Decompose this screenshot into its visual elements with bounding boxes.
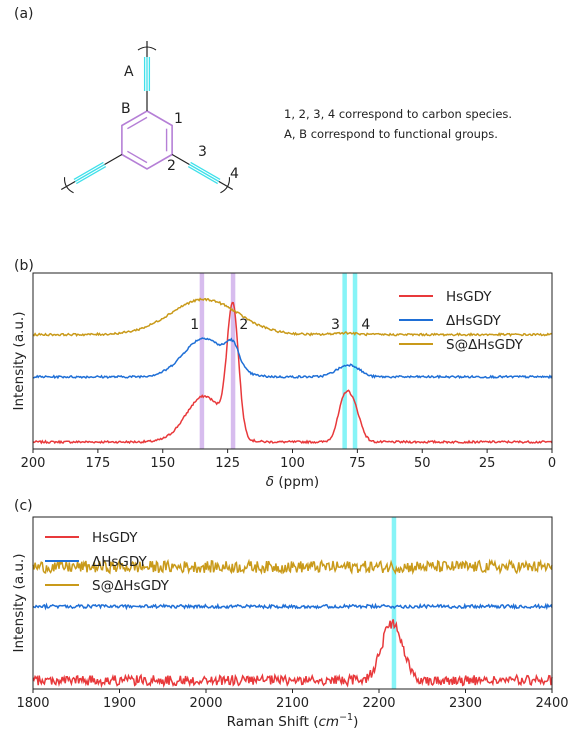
x-tick-label: 2200 [362,696,395,711]
triple-bond [75,166,107,185]
highlight-band [352,273,358,449]
ring-double-bond [127,150,148,164]
molecule-structure [60,41,234,194]
terminal-bond [60,180,76,191]
series-line-0 [32,301,553,445]
atom-label-2: 2 [167,158,176,174]
x-tick-label: 150 [150,456,175,471]
x-tick-label: 200 [21,456,46,471]
series-line-0 [32,619,553,689]
x-tick-label: 1800 [16,696,49,711]
note-line-1: 1, 2, 3, 4 correspond to carbon species. [284,107,512,121]
terminal-bond [218,180,234,191]
x-axis-label: Raman Shift (cm−1) [227,712,359,730]
atom-label-3: 3 [198,144,207,160]
legend-label: HsGDY [446,289,492,305]
highlight-band [342,273,347,449]
peak-label-4: 4 [361,317,370,333]
x-tick-label: 2000 [189,696,222,711]
panel-c-chart: (c) 1800 1900 2000 2100 2200 2300 2400 Intensit… [11,498,569,730]
triple-bond [189,163,220,183]
x-tick-label: 2300 [449,696,482,711]
x-tick-label: 0 [548,456,556,471]
x-tick-label: 2100 [276,696,309,711]
legend-label: S@ΔHsGDY [92,578,170,594]
polymer-bracket [63,177,74,194]
single-bond [104,153,123,166]
x-tick-label: 2400 [535,696,568,711]
polymer-bracket [220,177,231,194]
triple-bond [187,166,219,185]
panel-a-label: (a) [14,6,34,22]
series-line-1 [32,602,553,611]
panel-a: (a) 1, 2, 3, 4 correspond to carbon spec… [14,6,512,194]
atom-label-b: B [121,101,131,117]
series-line-2 [32,558,553,576]
atom-label-4: 4 [230,166,239,182]
x-tick-label: 100 [280,456,305,471]
legend-label: ΔHsGDY [446,313,502,329]
triple-bond [73,161,104,180]
peak-label-2: 2 [239,317,248,333]
note-line-2: A, B correspond to functional groups. [284,127,498,141]
legend-label: S@ΔHsGDY [446,337,524,353]
benzene-ring [121,110,173,170]
atom-label-a: A [124,64,134,80]
ring-double-bond [127,116,148,130]
triple-bond [74,163,105,183]
panel-c-label: (c) [14,498,33,514]
series-line-2 [32,297,553,337]
y-axis-label: Intensity (a.u.) [11,554,27,653]
x-tick-label: 125 [215,456,240,471]
polymer-bracket [137,46,157,51]
y-axis-label: Intensity (a.u.) [11,312,27,411]
x-tick-label: 175 [85,456,110,471]
atom-label-1: 1 [174,111,183,127]
highlight-band [230,273,236,449]
peak-label-1: 1 [190,317,199,333]
legend-label: ΔHsGDY [92,554,148,570]
highlight-band [391,517,397,689]
legend-label: HsGDY [92,530,138,546]
peak-label-3: 3 [331,317,340,333]
x-tick-label: 25 [479,456,496,471]
triple-bond [190,161,221,180]
x-axis-label: δ (ppm) [266,474,319,490]
x-tick-label: 1900 [103,696,136,711]
panel-b-chart: (b) 200 175 150 125 100 75 50 25 0 Intensity (a.u… [11,258,556,490]
highlight-band [199,273,205,449]
x-tick-label: 75 [349,456,366,471]
series-line-1 [33,337,553,380]
single-bond [171,153,190,166]
x-tick-label: 50 [414,456,431,471]
panel-b-label: (b) [14,258,34,274]
